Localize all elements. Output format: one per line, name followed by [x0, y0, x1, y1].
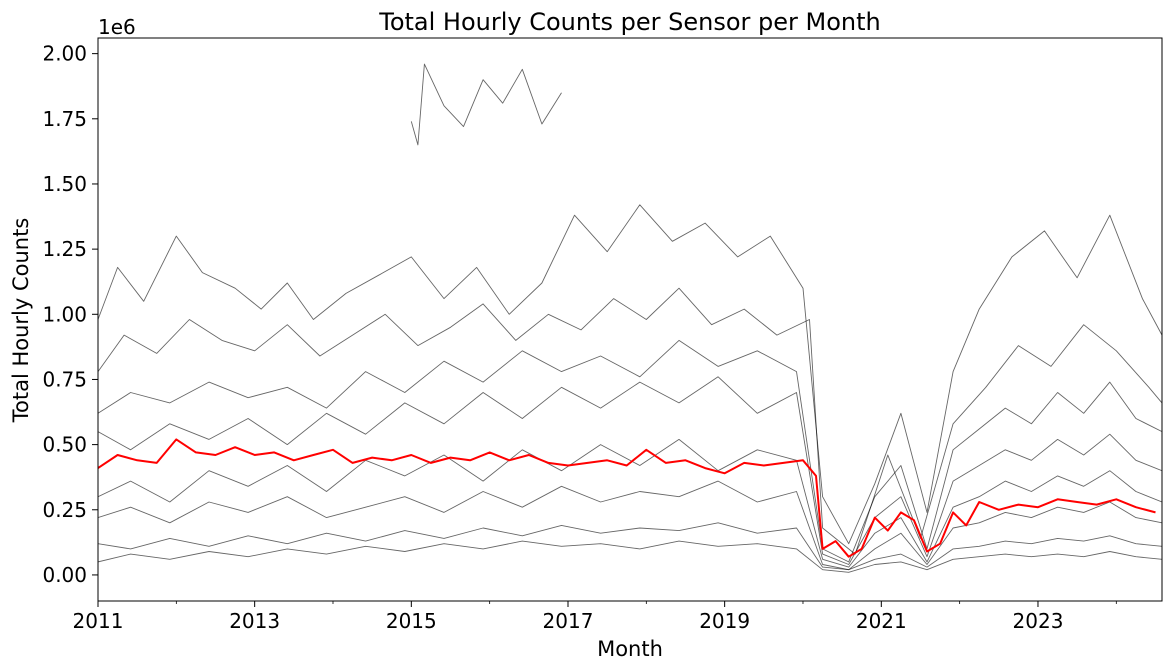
- sensor-series-line: [98, 540, 1162, 573]
- x-axis-title: Month: [597, 637, 663, 661]
- y-axis-offset-label: 1e6: [98, 15, 136, 39]
- series-lines: [98, 63, 1162, 573]
- sensor-series-line: [98, 376, 1162, 565]
- y-axis-title: Total Hourly Counts: [9, 218, 33, 424]
- y-tick-label: 2.00: [42, 42, 87, 66]
- sensor-series-line: [98, 522, 1162, 571]
- average-series-line: [98, 438, 1156, 558]
- y-tick-label: 1.00: [42, 302, 87, 326]
- plot-frame: [97, 37, 1163, 602]
- sensor-series-line: [410, 63, 562, 146]
- chart-title: Total Hourly Counts per Sensor per Month: [378, 8, 881, 36]
- y-tick-label: 0.75: [42, 367, 87, 391]
- x-tick-label: 2015: [386, 609, 437, 633]
- sensor-series-line: [98, 339, 1162, 563]
- x-tick-label: 2021: [856, 609, 907, 633]
- sensor-series-line: [98, 287, 1162, 555]
- x-tick-label: 2013: [229, 609, 280, 633]
- y-tick-label: 0.50: [42, 433, 87, 457]
- y-tick-label: 0.25: [42, 498, 87, 522]
- x-tick-label: 2017: [543, 609, 594, 633]
- x-tick-label: 2011: [73, 609, 124, 633]
- x-tick-label: 2019: [699, 609, 750, 633]
- x-axis: 2011 2013 2015 2017 2019 2021 2023: [73, 601, 1117, 633]
- plot-area: [98, 63, 1162, 573]
- y-axis: 0.00 0.25 0.50 0.75 1.00 1.25 1.50 1.75 2.00: [42, 42, 98, 587]
- y-tick-label: 1.75: [42, 107, 87, 131]
- y-tick-label: 1.25: [42, 237, 87, 261]
- sensor-series-line: [98, 204, 1162, 545]
- x-tick-label: 2023: [1013, 609, 1064, 633]
- y-tick-label: 1.50: [42, 172, 87, 196]
- sensor-series-line: [98, 480, 1162, 571]
- y-tick-label: 0.00: [42, 563, 87, 587]
